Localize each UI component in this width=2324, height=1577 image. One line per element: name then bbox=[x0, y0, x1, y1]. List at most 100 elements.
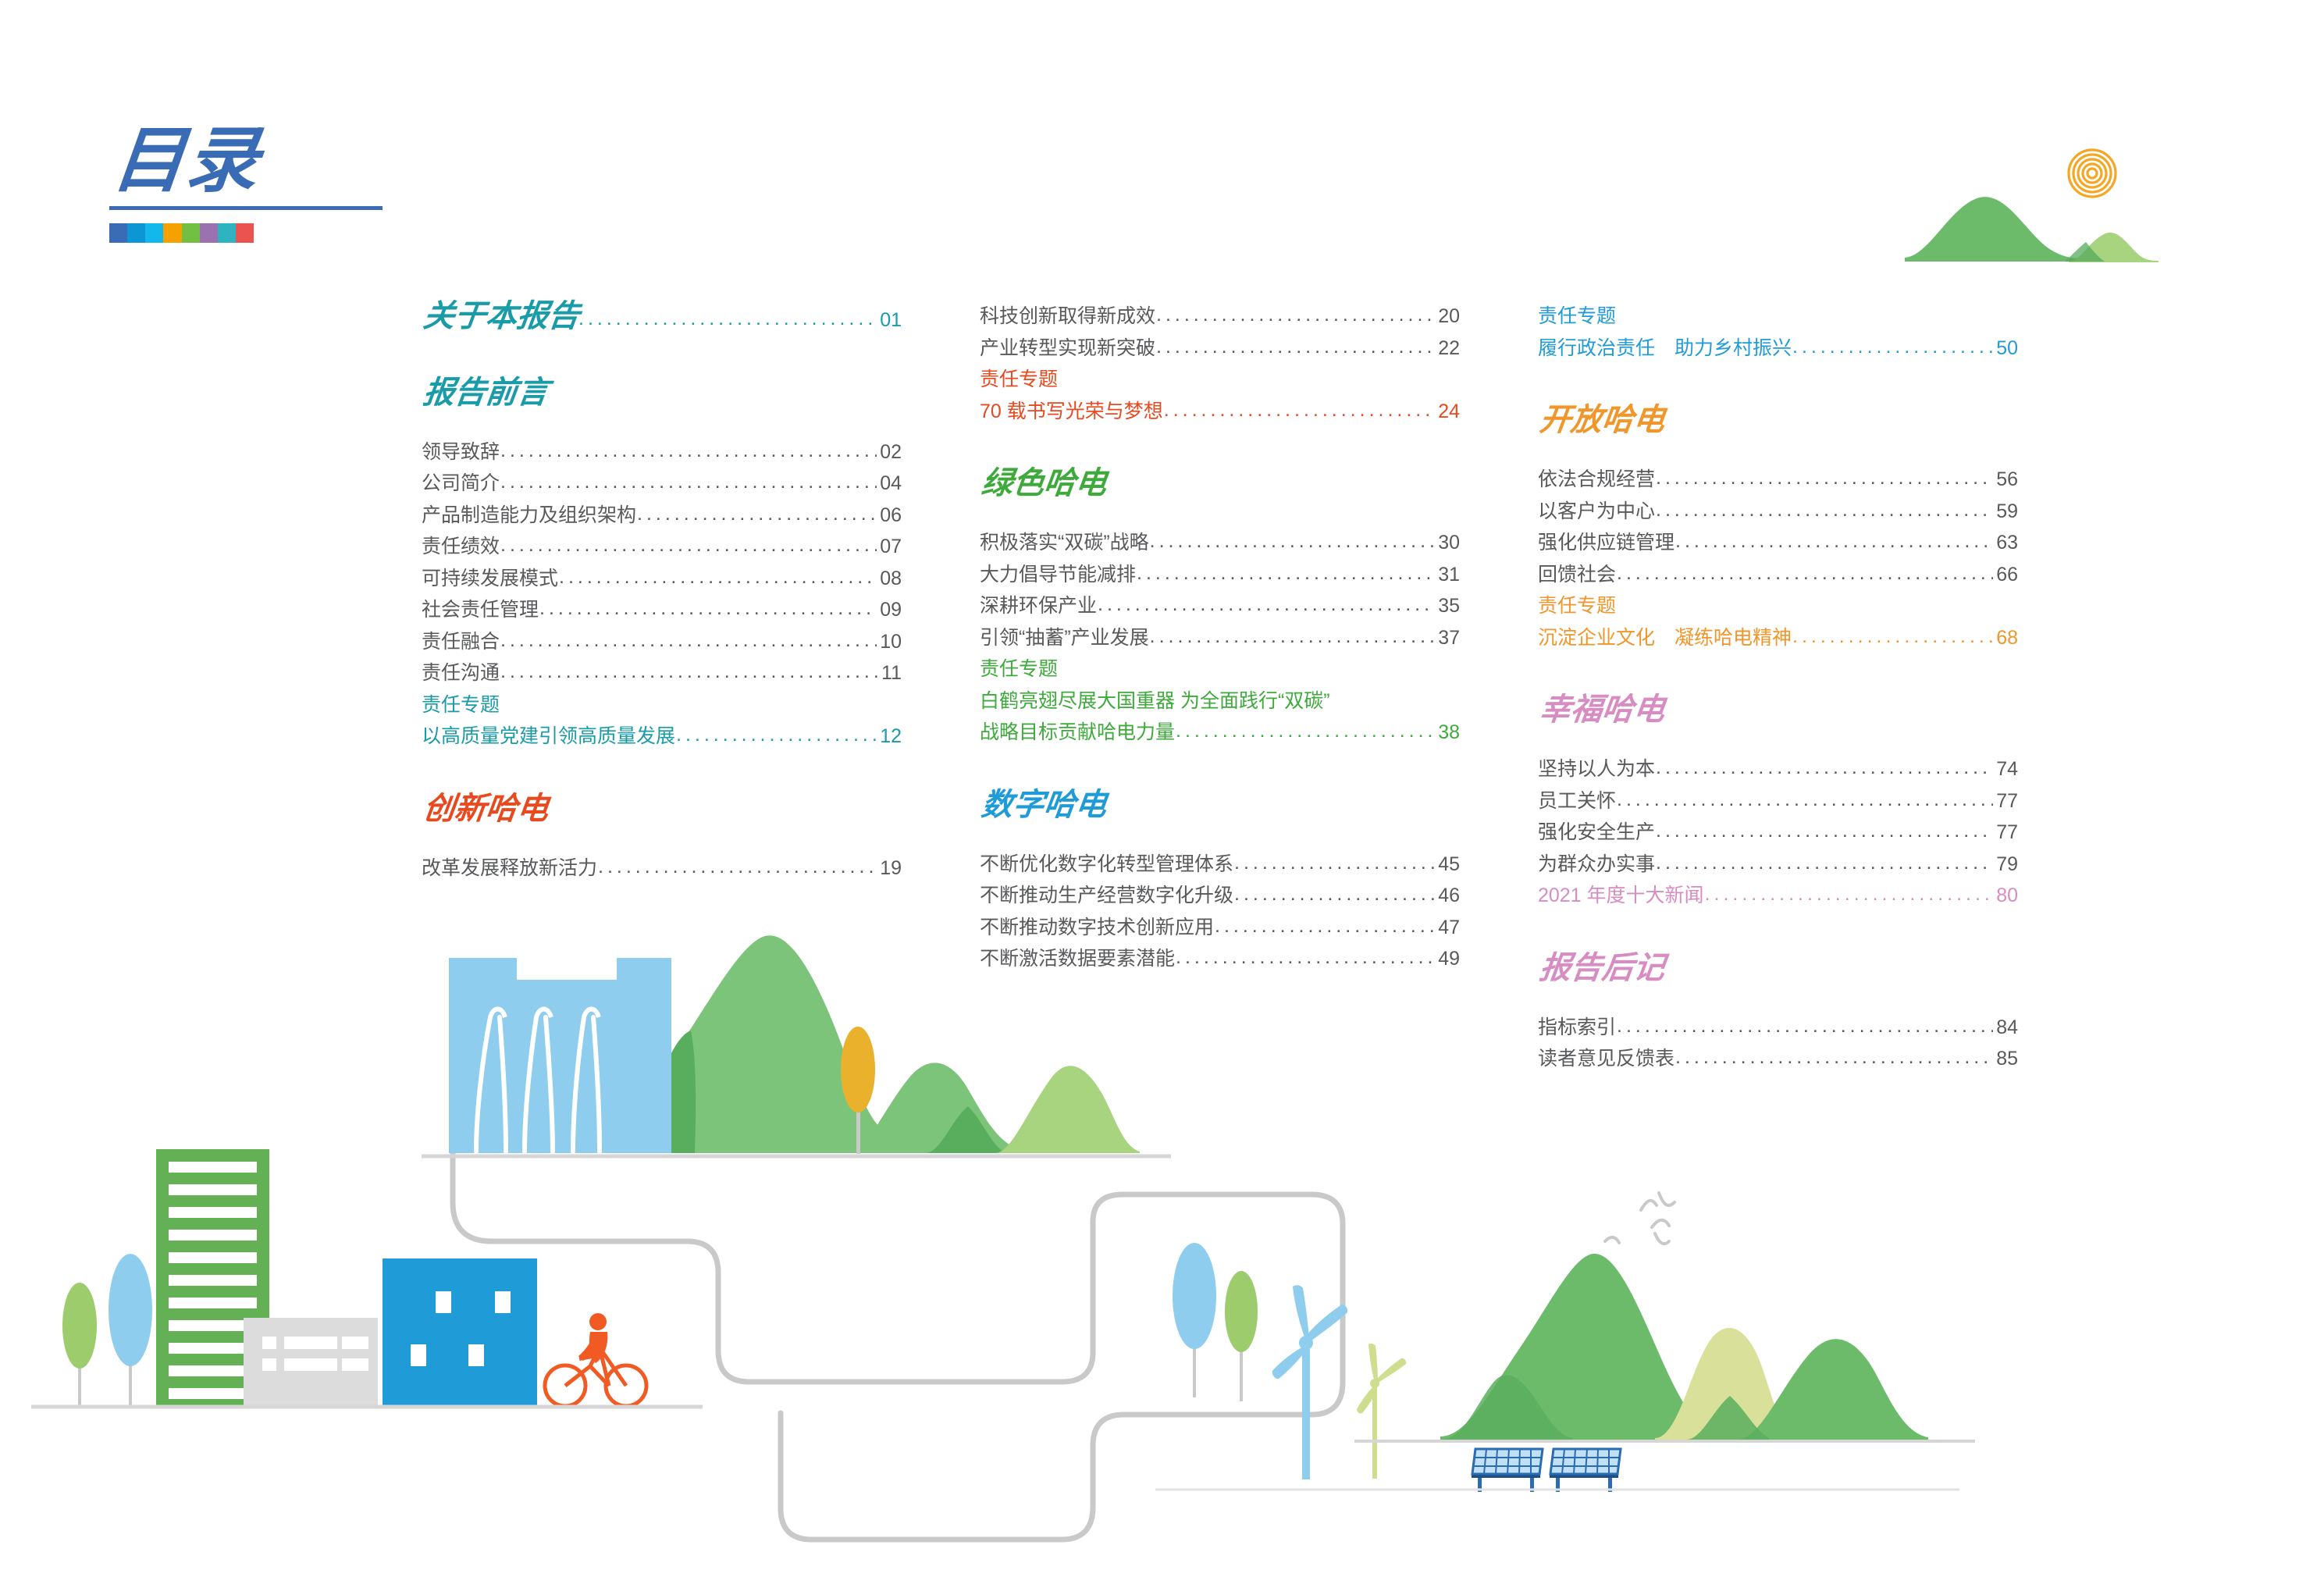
toc-entry[interactable]: 坚持以人为本..................................… bbox=[1538, 753, 2018, 785]
toc-entry[interactable]: 以高质量党建引领高质量发展...........................… bbox=[422, 721, 902, 753]
toc-entry-label: 以高质量党建引领高质量发展 bbox=[422, 725, 676, 747]
leader-dots: ........................................… bbox=[1163, 398, 1435, 421]
toc-entry[interactable]: 读者意见反馈表.................................… bbox=[1538, 1043, 2018, 1075]
toc-entry[interactable]: 2021 年度十大新闻.............................… bbox=[1538, 880, 2018, 912]
toc-entry-label: 坚持以人为本 bbox=[1538, 758, 1656, 780]
toc-page-number: 85 bbox=[1996, 1048, 2018, 1070]
toc-entry[interactable]: 领导致辞....................................… bbox=[422, 436, 902, 468]
toc-entry[interactable]: 产品制造能力及组织架构.............................… bbox=[422, 500, 902, 532]
toc-entry[interactable]: 科技创新取得新成效...............................… bbox=[980, 301, 1460, 333]
solar-panel-icon-2 bbox=[1549, 1447, 1622, 1492]
connecting-wire-path bbox=[450, 1043, 1346, 1543]
leader-dots: ........................................… bbox=[1675, 1046, 1993, 1068]
swatch-3 bbox=[145, 223, 164, 243]
toc-entry[interactable]: 不断激活数据要素潜能..............................… bbox=[980, 943, 1460, 975]
toc-section-heading-wrap: 幸福哈电 bbox=[1537, 692, 2018, 728]
toc-entry-label: 依法合规经营 bbox=[1538, 468, 1656, 490]
color-swatch-row bbox=[109, 223, 254, 243]
toc-entry[interactable]: 履行政治责任 助力乡村振兴...........................… bbox=[1538, 333, 2018, 365]
toc-entry-label: 社会责任管理 bbox=[422, 599, 539, 621]
toc-entry-label: 不断推动数字技术创新应用 bbox=[980, 916, 1215, 938]
toc-entry[interactable]: 白鹤亮翅尽展大国重器 为全面践行“双碳” 战略目标贡献哈电力量..........… bbox=[980, 685, 1460, 749]
toc-entry[interactable]: 引领“抽蓄”产业发展..............................… bbox=[980, 622, 1460, 654]
toc-entry[interactable]: 回馈社会....................................… bbox=[1538, 559, 2018, 591]
toc-entry[interactable]: 社会责任管理..................................… bbox=[422, 594, 902, 626]
leader-dots: ........................................… bbox=[1617, 788, 1993, 810]
toc-section-heading[interactable]: 报告后记 bbox=[1537, 949, 1667, 986]
blue-building bbox=[383, 1258, 537, 1405]
toc-page-number: 19 bbox=[880, 856, 902, 879]
toc-page-number: 35 bbox=[1438, 595, 1460, 617]
leader-dots: ........................................… bbox=[500, 628, 877, 651]
toc-entry[interactable]: 责任沟通....................................… bbox=[422, 657, 902, 689]
toc-entry[interactable]: 70 载书写光荣与梦想.............................… bbox=[980, 396, 1460, 428]
toc-section-heading[interactable]: 开放哈电 bbox=[1537, 402, 1667, 438]
toc-entry-label: 不断推动生产经营数字化升级 bbox=[980, 885, 1234, 906]
leader-dots: ........................................… bbox=[1656, 851, 1993, 874]
toc-page-number: 31 bbox=[1438, 563, 1460, 586]
toc-page-number: 56 bbox=[1996, 468, 2018, 490]
toc-entry-label: 2021 年度十大新闻 bbox=[1538, 885, 1704, 906]
page-title: 目录 bbox=[109, 119, 265, 202]
toc-entry-label: 指标索引 bbox=[1538, 1016, 1617, 1038]
toc-entry[interactable]: 不断推动数字技术创新应用............................… bbox=[980, 912, 1460, 944]
toc-page-number: 04 bbox=[880, 472, 902, 494]
sun-over-hills-illustration bbox=[1905, 148, 2159, 262]
toc-entry[interactable]: 深耕环保产业..................................… bbox=[980, 590, 1460, 622]
toc-section-heading[interactable]: 幸福哈电 bbox=[1537, 692, 1667, 728]
toc-section-heading[interactable]: 创新哈电 bbox=[421, 790, 551, 827]
toc-page-number: 84 bbox=[1996, 1016, 2018, 1038]
toc-entry[interactable]: 改革发展释放新活力...............................… bbox=[422, 853, 902, 885]
toc-entry[interactable]: 为群众办实事..................................… bbox=[1538, 849, 2018, 881]
toc-page-number: 08 bbox=[880, 567, 902, 589]
toc-entry[interactable]: 不断优化数字化转型管理体系...........................… bbox=[980, 849, 1460, 881]
toc-topic-label: 责任专题 bbox=[980, 658, 1059, 680]
birds-icon bbox=[1603, 1191, 1676, 1246]
toc-section-heading[interactable]: 数字哈电 bbox=[979, 786, 1109, 823]
leader-dots: ........................................… bbox=[1149, 530, 1436, 552]
toc-entry-label: 领导致辞 bbox=[422, 440, 500, 463]
leader-dots: ........................................… bbox=[500, 439, 877, 461]
swatch-1 bbox=[109, 223, 128, 243]
toc-page-number: 45 bbox=[1438, 853, 1460, 875]
toc-entry[interactable]: 积极落实“双碳”战略..............................… bbox=[980, 527, 1460, 559]
toc-entry[interactable]: 大力倡导节能减排................................… bbox=[980, 559, 1460, 591]
swatch-6 bbox=[199, 223, 218, 243]
toc-entry-label: 70 载书写光荣与梦想 bbox=[980, 400, 1163, 422]
toc-entry[interactable]: 公司简介....................................… bbox=[422, 468, 902, 500]
toc-entry[interactable]: 强化供应链管理.................................… bbox=[1538, 527, 2018, 559]
toc-entry-label: 回馈社会 bbox=[1538, 563, 1617, 586]
toc-section-heading[interactable]: 报告前言 bbox=[421, 374, 551, 411]
leader-dots: ........................................… bbox=[1792, 625, 1994, 647]
toc-page-number: 77 bbox=[1996, 821, 2018, 843]
toc-entry-label: 产品制造能力及组织架构 bbox=[422, 504, 637, 526]
city-skyline-illustration bbox=[31, 1149, 703, 1409]
toc-section-heading-wrap: 开放哈电 bbox=[1537, 402, 2018, 438]
toc-entry[interactable]: 可持续发展模式.................................… bbox=[422, 563, 902, 595]
toc-entry[interactable]: 指标索引....................................… bbox=[1538, 1012, 2018, 1044]
toc-entry[interactable]: 产业转型实现新突破...............................… bbox=[980, 333, 1460, 365]
leader-dots: ........................................… bbox=[559, 565, 877, 588]
toc-section-heading-wrap: 报告后记 bbox=[1537, 949, 2018, 986]
leader-dots: ........................................… bbox=[637, 502, 877, 525]
toc-section-heading[interactable]: 关于本报告...................................… bbox=[421, 298, 902, 336]
toc-entry[interactable]: 沉淀企业文化 凝练哈电精神...........................… bbox=[1538, 622, 2018, 654]
toc-page-number: 59 bbox=[1996, 500, 2018, 522]
toc-section-heading[interactable]: 绿色哈电 bbox=[979, 465, 1109, 501]
toc-section-heading-wrap: 创新哈电 bbox=[421, 790, 902, 827]
toc-entry[interactable]: 依法合规经营..................................… bbox=[1538, 464, 2018, 496]
toc-entry-label: 科技创新取得新成效 bbox=[980, 305, 1156, 327]
toc-entry-label: 可持续发展模式 bbox=[422, 567, 559, 589]
toc-entry-label: 引领“抽蓄”产业发展 bbox=[980, 626, 1149, 649]
toc-entry[interactable]: 强化安全生产..................................… bbox=[1538, 817, 2018, 849]
leader-dots: ........................................… bbox=[1137, 561, 1436, 584]
toc-entry[interactable]: 不断推动生产经营数字化升级...........................… bbox=[980, 880, 1460, 912]
toc-page-number: 80 bbox=[1996, 885, 2018, 906]
toc-entry[interactable]: 员工关怀....................................… bbox=[1538, 785, 2018, 817]
toc-entry[interactable]: 责任融合....................................… bbox=[422, 626, 902, 658]
toc-entry[interactable]: 以客户为中心..................................… bbox=[1538, 496, 2018, 528]
toc-section-heading-label: 关于本报告 bbox=[421, 298, 582, 334]
toc-entry[interactable]: 责任绩效....................................… bbox=[422, 531, 902, 563]
leader-dots: ........................................… bbox=[539, 597, 877, 619]
